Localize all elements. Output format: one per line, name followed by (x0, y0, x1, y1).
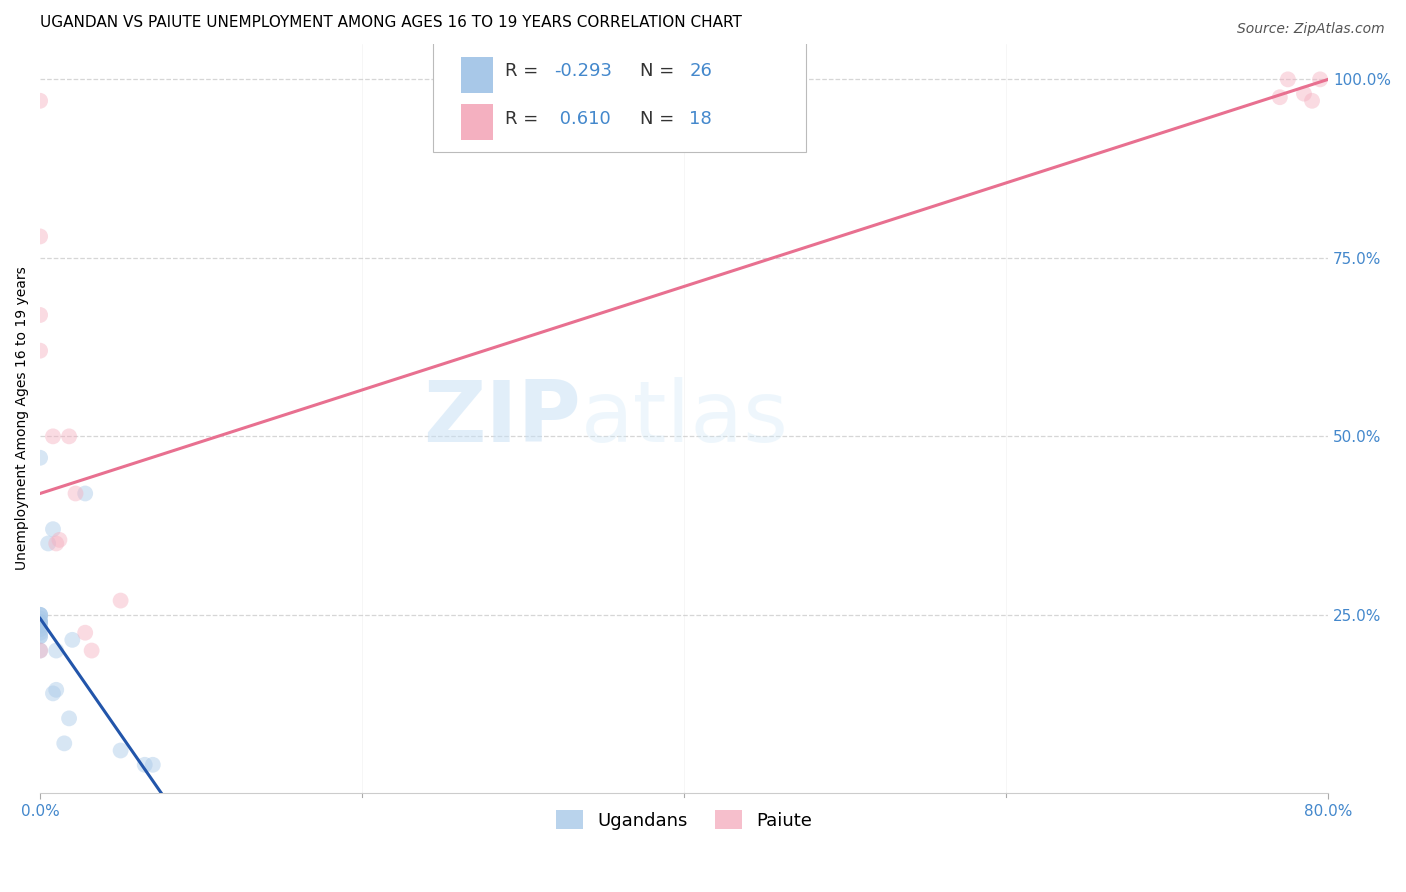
Point (30, 629, 52, 643)
Text: 18: 18 (689, 110, 711, 128)
Text: R =: R = (505, 62, 544, 80)
Text: 26: 26 (689, 62, 713, 80)
Point (45, 536, 67, 550)
Point (30, 611, 52, 625)
Text: UGANDAN VS PAIUTE UNEMPLOYMENT AMONG AGES 16 TO 19 YEARS CORRELATION CHART: UGANDAN VS PAIUTE UNEMPLOYMENT AMONG AGE… (41, 15, 742, 30)
Point (30, 607, 52, 622)
Legend: Ugandans, Paiute: Ugandans, Paiute (548, 803, 820, 837)
Y-axis label: Unemployment Among Ages 16 to 19 years: Unemployment Among Ages 16 to 19 years (15, 267, 30, 570)
Point (1309, 72, 1331, 87)
Point (110, 593, 132, 607)
Point (30, 615, 52, 629)
Point (30, 629, 52, 643)
Text: ZIP: ZIP (423, 377, 581, 460)
Point (1268, 90, 1291, 104)
Point (45, 682, 67, 697)
Point (48, 533, 70, 547)
Point (1301, 94, 1323, 108)
Point (30, 450, 52, 465)
FancyBboxPatch shape (433, 40, 807, 153)
Point (30, 607, 52, 622)
Point (1277, 72, 1299, 87)
Point (53, 736, 76, 750)
Point (30, 607, 52, 622)
Point (134, 757, 156, 772)
Point (1292, 87, 1315, 101)
Text: atlas: atlas (581, 377, 789, 460)
Point (42, 686, 65, 700)
Text: Source: ZipAtlas.com: Source: ZipAtlas.com (1237, 22, 1385, 37)
Text: R =: R = (505, 110, 544, 128)
Point (30, 343, 52, 358)
Point (30, 618, 52, 632)
Point (75, 486, 97, 500)
Point (30, 308, 52, 322)
Text: -0.293: -0.293 (554, 62, 612, 80)
Point (30, 643, 52, 657)
Point (65, 486, 87, 500)
Point (30, 615, 52, 629)
Point (58, 711, 80, 725)
Point (110, 743, 132, 757)
Point (142, 757, 165, 772)
Point (37, 536, 59, 550)
Point (30, 625, 52, 640)
Point (80, 643, 103, 657)
Point (42, 429, 65, 443)
Point (60, 632, 83, 647)
Point (45, 643, 67, 657)
Text: 0.610: 0.610 (554, 110, 610, 128)
Point (30, 622, 52, 636)
Point (75, 625, 97, 640)
Point (30, 615, 52, 629)
Point (30, 94, 52, 108)
Text: N =: N = (640, 62, 681, 80)
Text: N =: N = (640, 110, 681, 128)
Bar (461, 57, 494, 93)
Point (30, 229, 52, 244)
Point (58, 429, 80, 443)
Point (30, 643, 52, 657)
Point (42, 522, 65, 536)
Bar (461, 104, 494, 140)
